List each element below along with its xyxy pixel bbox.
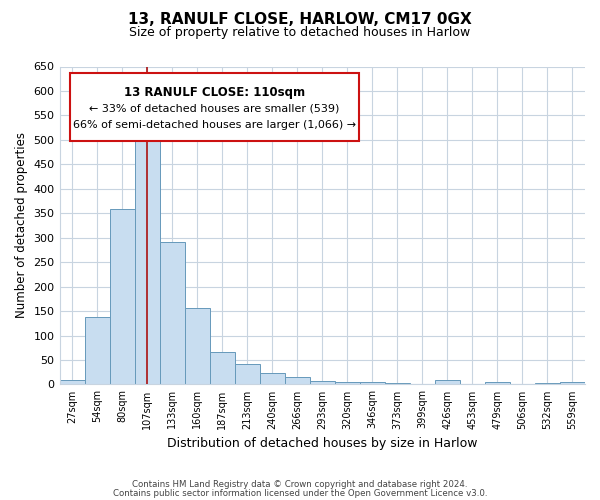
Bar <box>209 352 235 384</box>
X-axis label: Distribution of detached houses by size in Harlow: Distribution of detached houses by size … <box>167 437 478 450</box>
Y-axis label: Number of detached properties: Number of detached properties <box>15 132 28 318</box>
Bar <box>285 377 310 384</box>
Bar <box>535 383 560 384</box>
Text: 66% of semi-detached houses are larger (1,066) →: 66% of semi-detached houses are larger (… <box>73 120 356 130</box>
Bar <box>160 242 185 384</box>
Bar <box>235 364 260 384</box>
Bar <box>335 382 360 384</box>
Bar <box>360 382 385 384</box>
Bar <box>385 383 410 384</box>
Text: 13 RANULF CLOSE: 110sqm: 13 RANULF CLOSE: 110sqm <box>124 86 305 98</box>
Bar <box>560 382 585 384</box>
Bar <box>110 210 134 384</box>
FancyBboxPatch shape <box>70 73 359 141</box>
Text: Size of property relative to detached houses in Harlow: Size of property relative to detached ho… <box>130 26 470 39</box>
Bar <box>435 380 460 384</box>
Bar <box>485 382 510 384</box>
Bar <box>185 308 209 384</box>
Text: Contains HM Land Registry data © Crown copyright and database right 2024.: Contains HM Land Registry data © Crown c… <box>132 480 468 489</box>
Bar <box>85 318 110 384</box>
Bar <box>134 122 160 384</box>
Text: Contains public sector information licensed under the Open Government Licence v3: Contains public sector information licen… <box>113 488 487 498</box>
Bar <box>260 373 285 384</box>
Text: ← 33% of detached houses are smaller (539): ← 33% of detached houses are smaller (53… <box>89 103 340 113</box>
Bar <box>310 380 335 384</box>
Bar <box>59 380 85 384</box>
Text: 13, RANULF CLOSE, HARLOW, CM17 0GX: 13, RANULF CLOSE, HARLOW, CM17 0GX <box>128 12 472 28</box>
